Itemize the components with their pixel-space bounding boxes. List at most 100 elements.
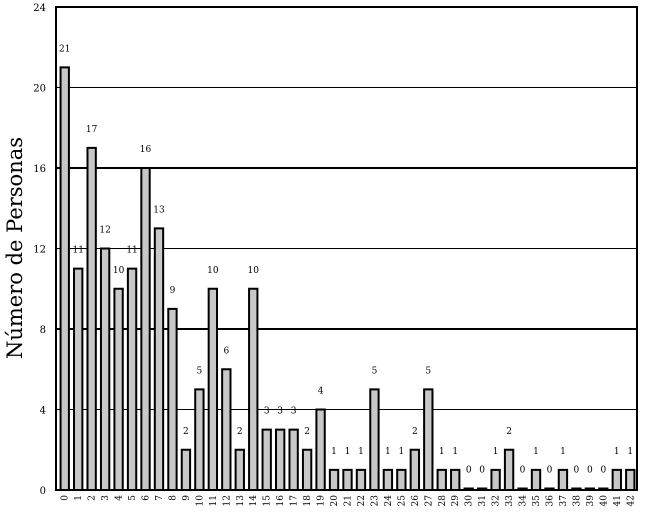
bar bbox=[126, 267, 138, 491]
data-label: 0 bbox=[574, 466, 580, 476]
bar bbox=[261, 428, 272, 491]
y-tick-label: 8 bbox=[40, 325, 46, 336]
data-label: 1 bbox=[358, 447, 364, 457]
data-label: 1 bbox=[385, 447, 391, 457]
data-label: 2 bbox=[506, 427, 512, 437]
data-label: 1 bbox=[614, 447, 620, 457]
bar bbox=[234, 448, 245, 491]
x-tick-label: 35 bbox=[532, 495, 542, 507]
bar bbox=[369, 388, 380, 491]
data-label: 1 bbox=[560, 447, 566, 457]
data-label: 2 bbox=[304, 427, 310, 437]
x-tick-label: 34 bbox=[519, 495, 529, 507]
bars bbox=[59, 66, 636, 491]
gridlines bbox=[56, 87, 637, 410]
data-label: 0 bbox=[466, 466, 472, 476]
data-label: 6 bbox=[223, 346, 229, 356]
y-tick-label: 16 bbox=[33, 164, 46, 175]
x-tick-label: 16 bbox=[276, 495, 286, 507]
bar bbox=[73, 267, 84, 491]
data-label: 5 bbox=[372, 366, 378, 376]
x-tick-label: 33 bbox=[505, 495, 515, 507]
x-tick-label: 41 bbox=[613, 495, 623, 506]
data-label: 21 bbox=[59, 44, 70, 54]
bar bbox=[288, 428, 299, 491]
x-tick-label: 22 bbox=[357, 495, 367, 506]
data-label: 10 bbox=[113, 266, 125, 276]
bar bbox=[140, 167, 151, 491]
x-tick-label: 8 bbox=[168, 495, 178, 501]
data-label: 17 bbox=[86, 125, 98, 135]
data-label: 11 bbox=[72, 246, 83, 256]
x-tick-label: 3 bbox=[101, 495, 111, 501]
x-tick-label: 19 bbox=[317, 495, 327, 507]
bar bbox=[248, 287, 259, 491]
data-label: 1 bbox=[439, 447, 445, 457]
x-tick-label: 31 bbox=[478, 495, 488, 506]
data-label: 5 bbox=[425, 366, 431, 376]
bar bbox=[86, 146, 97, 491]
data-label: 0 bbox=[520, 466, 526, 476]
x-tick-label: 12 bbox=[222, 495, 232, 506]
data-label: 10 bbox=[248, 266, 260, 276]
y-tick-label: 0 bbox=[40, 486, 46, 497]
x-tick-label: 1 bbox=[74, 495, 84, 501]
y-tick-label: 24 bbox=[33, 3, 46, 14]
bar bbox=[153, 227, 165, 491]
bar bbox=[557, 468, 569, 491]
x-tick-label: 18 bbox=[303, 495, 313, 507]
x-tick-label: 28 bbox=[438, 495, 448, 507]
data-label: 11 bbox=[126, 246, 137, 256]
bar bbox=[113, 287, 124, 491]
data-label: 1 bbox=[345, 447, 351, 457]
x-tick-label: 40 bbox=[599, 495, 609, 507]
data-label: 1 bbox=[533, 447, 539, 457]
bar bbox=[423, 388, 434, 491]
data-label: 1 bbox=[331, 447, 337, 457]
bar bbox=[625, 468, 636, 491]
data-label: 2 bbox=[237, 427, 243, 437]
data-label: 10 bbox=[207, 266, 219, 276]
bar bbox=[207, 287, 219, 491]
bar bbox=[194, 388, 205, 491]
x-tick-label: 11 bbox=[209, 495, 219, 506]
y-tick-label: 12 bbox=[33, 245, 46, 256]
x-tick-label: 39 bbox=[586, 495, 596, 507]
bar bbox=[611, 468, 622, 491]
data-label: 0 bbox=[587, 466, 593, 476]
data-label: 3 bbox=[291, 407, 297, 417]
bar bbox=[450, 468, 461, 491]
x-tick-label: 2 bbox=[88, 495, 98, 501]
x-tick-label: 25 bbox=[397, 495, 407, 507]
bar bbox=[315, 408, 326, 491]
x-tick-label: 37 bbox=[559, 495, 569, 507]
data-label: 0 bbox=[600, 466, 606, 476]
bar bbox=[275, 428, 286, 491]
y-tick-labels: 0 4 8 12 16 20 24 bbox=[33, 3, 46, 497]
x-tick-label: 29 bbox=[451, 495, 461, 507]
data-label: 0 bbox=[547, 466, 553, 476]
data-label: 13 bbox=[153, 205, 165, 215]
bar bbox=[355, 468, 367, 491]
x-tick-label: 4 bbox=[115, 495, 125, 501]
x-tick-label: 23 bbox=[370, 495, 380, 507]
x-tick-label: 27 bbox=[424, 495, 434, 507]
data-label: 16 bbox=[140, 145, 152, 155]
x-tick-label: 38 bbox=[572, 495, 582, 507]
bar bbox=[99, 247, 111, 491]
bar bbox=[328, 468, 340, 491]
x-tick-label: 10 bbox=[195, 495, 205, 507]
x-tick-label: 30 bbox=[465, 495, 475, 507]
data-label: 12 bbox=[99, 226, 110, 236]
y-tick-label: 20 bbox=[33, 84, 46, 95]
x-tick-label: 24 bbox=[384, 495, 394, 507]
x-tick-label: 20 bbox=[330, 495, 340, 507]
data-label: 4 bbox=[318, 387, 324, 397]
bar bbox=[490, 468, 501, 491]
x-tick-label: 26 bbox=[411, 495, 421, 507]
x-tick-label: 13 bbox=[236, 495, 246, 507]
plot-frame bbox=[55, 6, 638, 491]
bar bbox=[167, 307, 178, 491]
data-label: 3 bbox=[264, 407, 270, 417]
